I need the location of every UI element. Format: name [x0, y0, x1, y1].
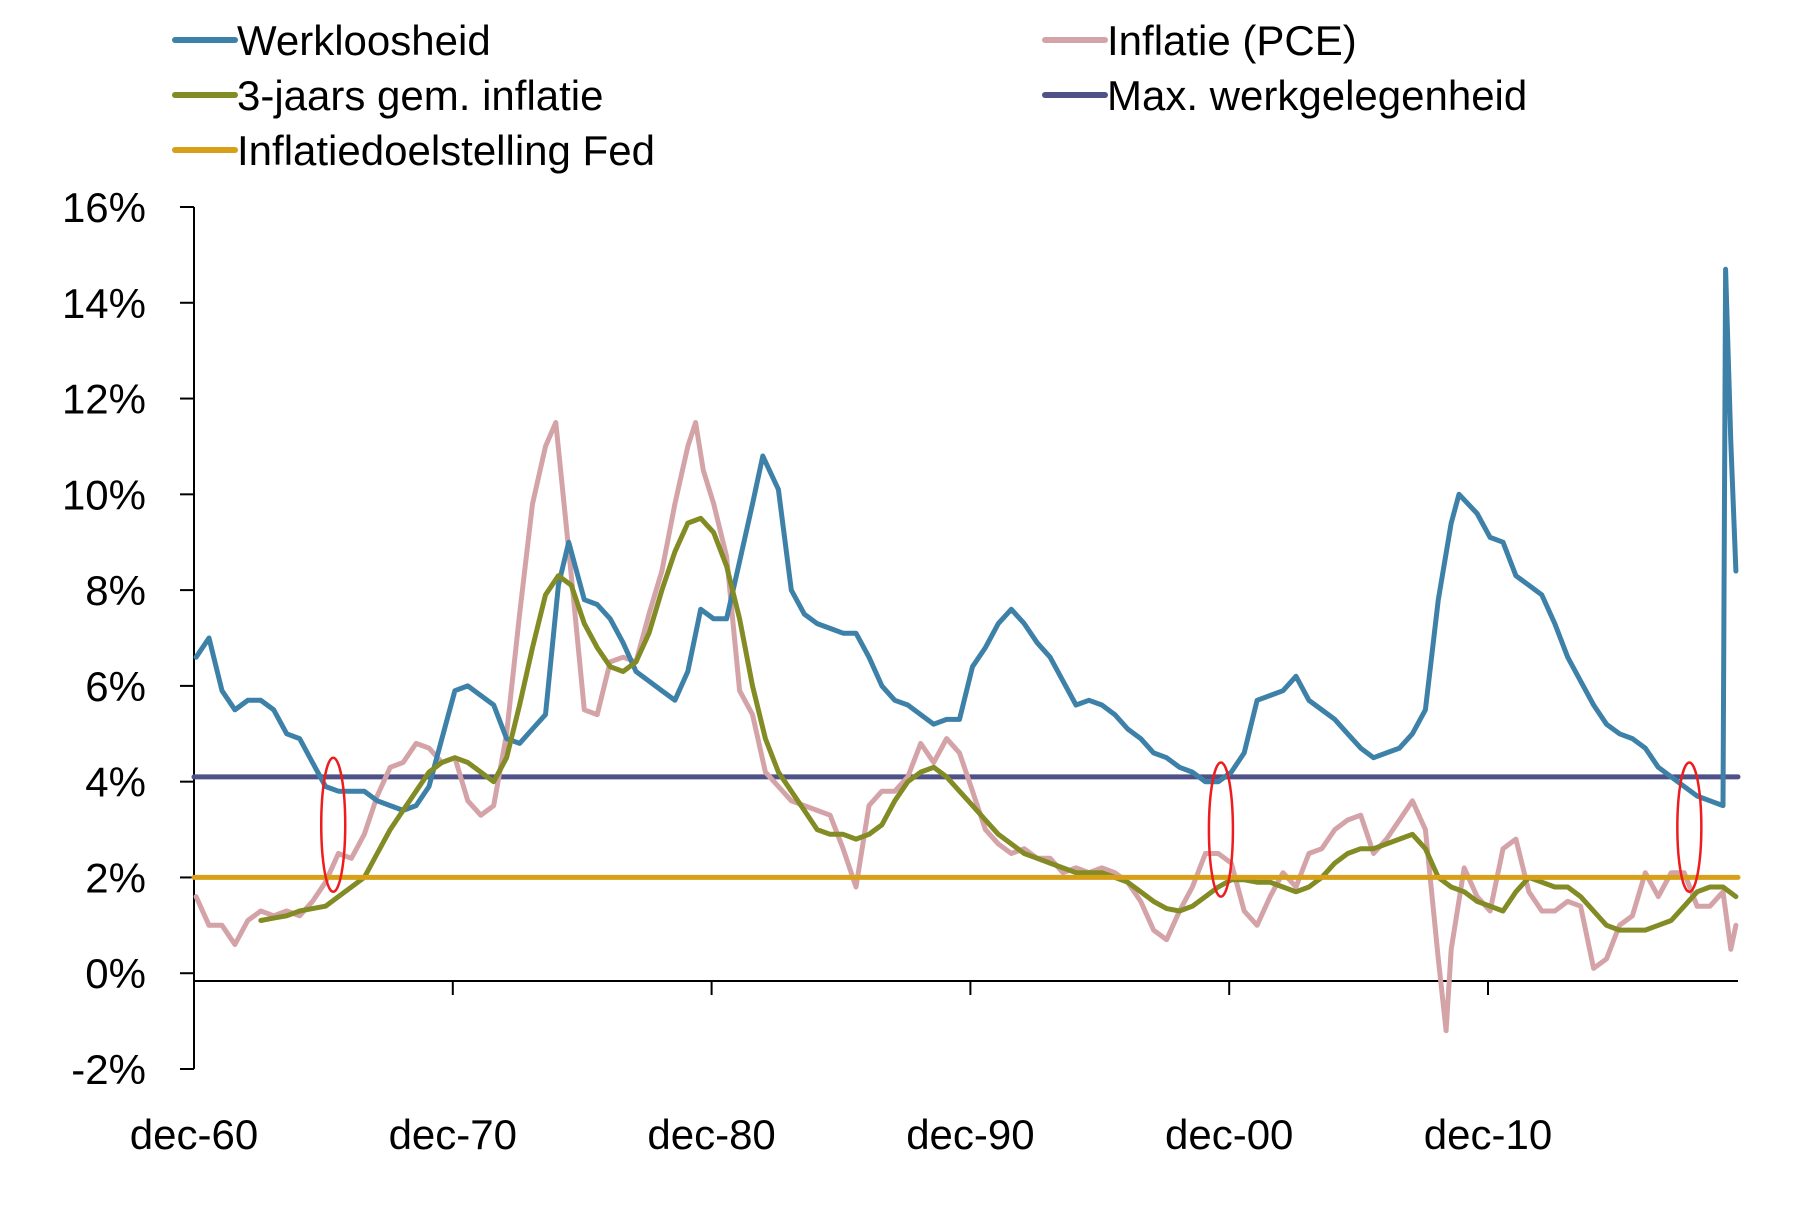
legend-label-inflatiedoelstelling-fed: Inflatiedoelstelling Fed — [237, 127, 655, 174]
series-line-inflatie-pce — [193, 420, 1739, 1034]
x-tick-label: dec-10 — [1424, 1111, 1552, 1158]
annotation-layer — [319, 756, 1703, 898]
y-tick-label: 6% — [85, 663, 146, 710]
legend-label-max-werkgelegenheid: Max. werkgelegenheid — [1107, 72, 1527, 119]
y-tick-label: -2% — [71, 1046, 146, 1093]
series-line-3-jaars-gem-inflatie — [258, 515, 1739, 933]
legend-label-3-jaars-gem-inflatie: 3-jaars gem. inflatie — [237, 72, 604, 119]
y-tick-label: 12% — [62, 376, 146, 423]
y-tick-label: 14% — [62, 280, 146, 327]
legend-label-werkloosheid: Werkloosheid — [237, 17, 491, 64]
y-tick-label: 16% — [62, 184, 146, 231]
series-line-werkloosheid — [193, 266, 1739, 813]
annotation-ellipse-1 — [319, 756, 347, 894]
x-tick-label: dec-70 — [389, 1111, 517, 1158]
annotation-ellipse-2 — [1207, 761, 1235, 898]
y-tick-label: 8% — [85, 567, 146, 614]
x-tick-label: dec-00 — [1165, 1111, 1293, 1158]
legend-label-inflatie-pce: Inflatie (PCE) — [1107, 17, 1357, 64]
x-tick-label: dec-60 — [130, 1111, 258, 1158]
x-tick-label: dec-80 — [647, 1111, 775, 1158]
y-tick-label: 0% — [85, 950, 146, 997]
x-tick-label: dec-90 — [906, 1111, 1034, 1158]
series-layer — [191, 266, 1741, 1034]
legend: Werkloosheid Inflatie (PCE) 3-jaars gem. i… — [172, 17, 1527, 174]
y-tick-label: 2% — [85, 854, 146, 901]
y-tick-label: 4% — [85, 759, 146, 806]
y-tick-label: 10% — [62, 471, 146, 518]
annotation-ellipse-3 — [1676, 761, 1703, 894]
axes: -2% 0% 2% 4% 6% 8% 10% 12% 14% 16% dec-60 dec-70 dec… — [62, 184, 1738, 1158]
